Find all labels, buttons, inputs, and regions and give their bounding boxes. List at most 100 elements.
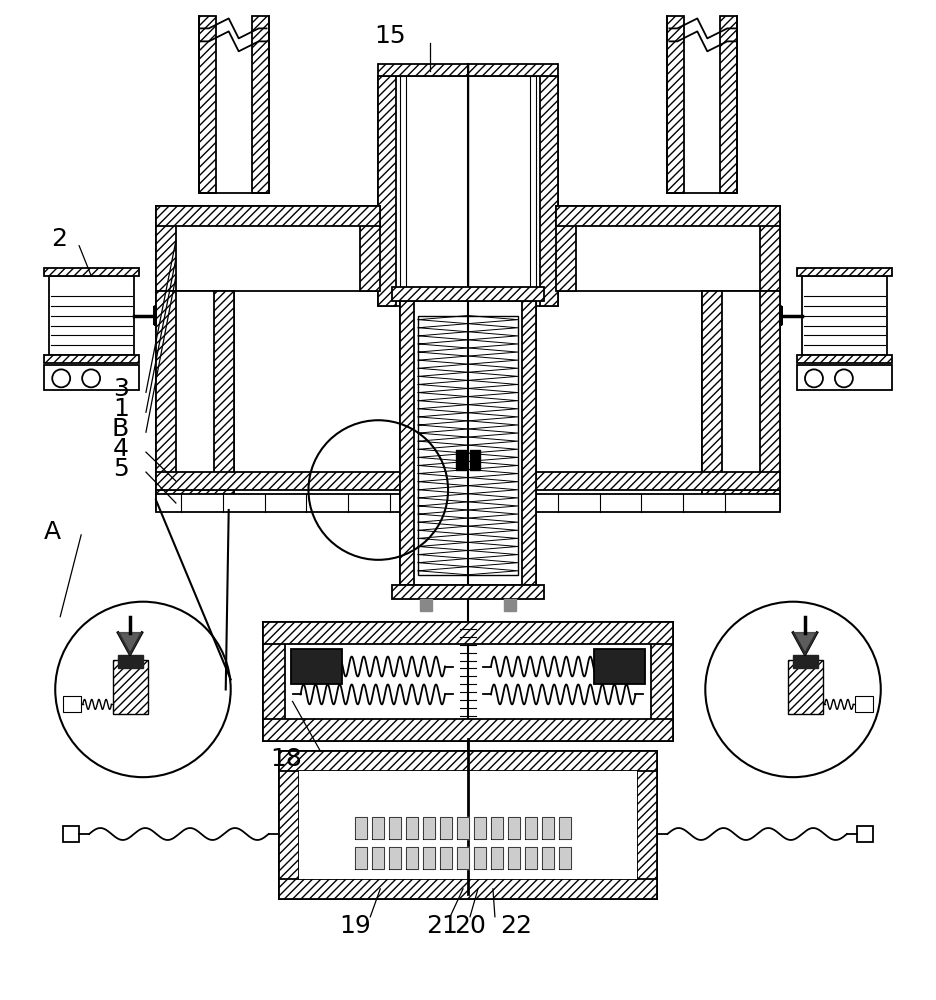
Polygon shape	[474, 847, 486, 869]
Bar	[156, 490, 234, 510]
Bar	[797, 365, 892, 390]
Bar	[44, 355, 139, 363]
Polygon shape	[440, 847, 452, 869]
Bar	[263, 719, 673, 741]
Bar	[360, 206, 380, 291]
Polygon shape	[525, 847, 536, 869]
Text: 1: 1	[113, 397, 129, 421]
Bar	[44, 365, 139, 390]
Bar	[530, 76, 535, 306]
Polygon shape	[356, 817, 367, 839]
Bar	[720, 16, 738, 193]
Polygon shape	[490, 847, 503, 869]
Text: B: B	[111, 417, 129, 441]
Bar	[113, 660, 148, 714]
Polygon shape	[457, 817, 469, 839]
Bar	[156, 291, 176, 510]
Polygon shape	[373, 847, 385, 869]
Bar	[556, 206, 780, 226]
Bar	[702, 291, 780, 510]
Bar	[156, 291, 234, 510]
Polygon shape	[406, 817, 418, 839]
Text: 2: 2	[51, 227, 67, 251]
Polygon shape	[423, 817, 435, 839]
Bar	[44, 268, 139, 276]
Text: 20: 20	[454, 914, 486, 938]
Bar	[378, 76, 558, 306]
Bar	[702, 490, 780, 510]
Bar	[64, 826, 80, 842]
Bar	[263, 622, 673, 741]
Bar	[198, 16, 216, 193]
Text: 19: 19	[340, 914, 372, 938]
Text: 18: 18	[271, 747, 302, 771]
Bar	[285, 644, 651, 719]
Bar	[401, 76, 406, 306]
Bar	[156, 206, 380, 291]
Bar	[64, 696, 81, 712]
Bar	[637, 751, 657, 899]
Bar	[760, 291, 780, 510]
Bar	[651, 622, 673, 741]
Polygon shape	[559, 847, 571, 869]
Bar	[702, 291, 723, 510]
Bar	[418, 316, 518, 575]
Text: 3: 3	[113, 377, 129, 401]
Polygon shape	[490, 817, 503, 839]
Bar	[392, 287, 544, 301]
Bar	[802, 276, 886, 355]
Polygon shape	[389, 817, 402, 839]
Bar	[788, 660, 823, 714]
Bar	[156, 494, 780, 512]
Polygon shape	[559, 817, 571, 839]
Bar	[156, 206, 176, 291]
Text: 5: 5	[113, 457, 129, 481]
Bar	[290, 649, 343, 684]
Polygon shape	[793, 655, 818, 668]
Bar	[299, 771, 637, 879]
Bar	[401, 301, 535, 585]
Bar	[198, 16, 269, 193]
Polygon shape	[373, 817, 385, 839]
Polygon shape	[542, 817, 554, 839]
Bar	[156, 472, 780, 490]
Bar	[50, 276, 134, 355]
Bar	[540, 76, 558, 306]
Bar	[378, 76, 396, 306]
Text: 21: 21	[426, 914, 458, 938]
Polygon shape	[118, 633, 142, 655]
Bar	[667, 16, 738, 193]
Bar	[279, 751, 299, 899]
Polygon shape	[508, 817, 519, 839]
Bar	[556, 206, 576, 291]
Polygon shape	[420, 599, 432, 611]
Bar	[401, 301, 414, 585]
Polygon shape	[508, 847, 519, 869]
Text: 15: 15	[374, 24, 406, 48]
Polygon shape	[440, 817, 452, 839]
Polygon shape	[525, 817, 536, 839]
Bar	[279, 751, 657, 899]
Bar	[378, 64, 558, 76]
Bar	[392, 585, 544, 599]
Bar	[856, 826, 872, 842]
Bar	[263, 622, 673, 644]
Bar	[522, 301, 535, 585]
Bar	[760, 206, 780, 291]
Polygon shape	[474, 817, 486, 839]
Bar	[593, 649, 646, 684]
Polygon shape	[389, 847, 402, 869]
Text: 22: 22	[500, 914, 532, 938]
Bar	[156, 206, 380, 226]
Bar	[797, 355, 892, 363]
Polygon shape	[542, 847, 554, 869]
Polygon shape	[356, 847, 367, 869]
Bar	[279, 879, 657, 899]
Bar	[263, 622, 285, 741]
Polygon shape	[423, 847, 435, 869]
Bar	[252, 16, 269, 193]
Polygon shape	[504, 599, 516, 611]
Polygon shape	[793, 633, 817, 655]
Text: A: A	[44, 520, 61, 544]
Bar	[855, 696, 872, 712]
